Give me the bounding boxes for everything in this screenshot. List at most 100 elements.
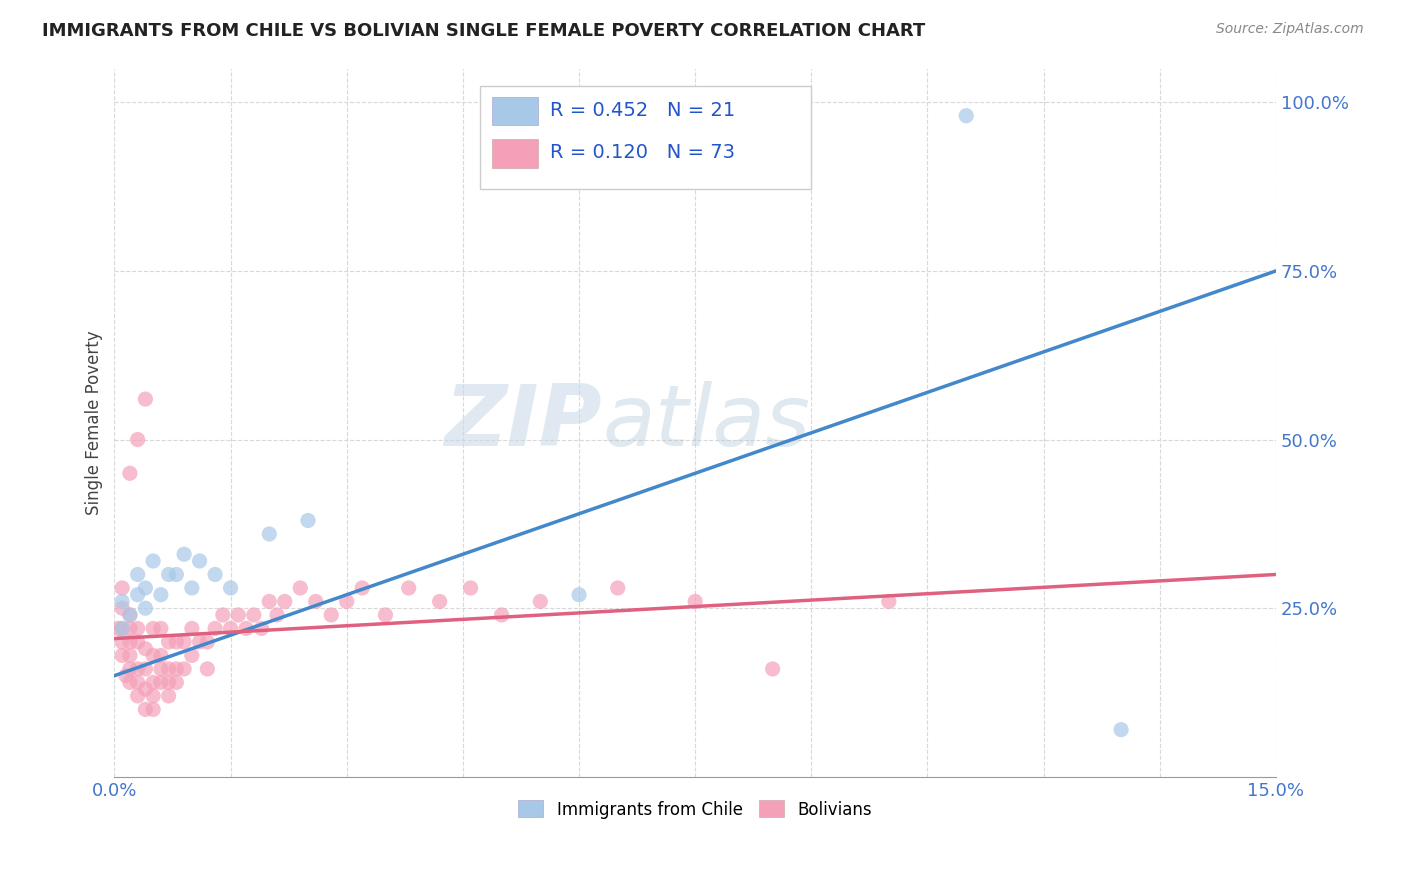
Point xyxy=(165,675,187,690)
Point xyxy=(118,607,141,622)
Point xyxy=(188,635,211,649)
Point xyxy=(297,514,319,528)
Point xyxy=(606,581,628,595)
Point xyxy=(149,622,172,636)
Point xyxy=(142,622,165,636)
Point xyxy=(429,594,451,608)
Point xyxy=(762,662,785,676)
Point xyxy=(180,648,202,663)
Point xyxy=(877,594,900,608)
Point xyxy=(118,635,141,649)
Point xyxy=(173,547,195,561)
Point xyxy=(118,467,141,481)
Point xyxy=(274,594,297,608)
Point xyxy=(204,567,226,582)
Text: IMMIGRANTS FROM CHILE VS BOLIVIAN SINGLE FEMALE POVERTY CORRELATION CHART: IMMIGRANTS FROM CHILE VS BOLIVIAN SINGLE… xyxy=(42,22,925,40)
Point xyxy=(134,641,156,656)
Point xyxy=(173,635,195,649)
Point xyxy=(188,554,211,568)
Text: R = 0.120   N = 73: R = 0.120 N = 73 xyxy=(550,144,735,162)
Point xyxy=(142,648,165,663)
Point xyxy=(111,601,134,615)
Point xyxy=(195,635,218,649)
Point xyxy=(491,607,513,622)
Point xyxy=(111,622,134,636)
Point xyxy=(149,662,172,676)
Point xyxy=(142,554,165,568)
Point xyxy=(111,648,134,663)
Point xyxy=(157,662,180,676)
Point xyxy=(157,635,180,649)
Point xyxy=(115,668,138,682)
Point xyxy=(118,607,141,622)
Point xyxy=(134,682,156,697)
Point xyxy=(529,594,551,608)
Point xyxy=(111,635,134,649)
Point xyxy=(127,689,149,703)
Point xyxy=(134,662,156,676)
Point xyxy=(683,594,706,608)
Point xyxy=(250,622,273,636)
Point xyxy=(180,622,202,636)
Point xyxy=(955,109,977,123)
Point xyxy=(127,588,149,602)
Point xyxy=(266,607,288,622)
Point xyxy=(243,607,266,622)
Point xyxy=(219,622,242,636)
Point xyxy=(157,567,180,582)
Point xyxy=(165,635,187,649)
FancyBboxPatch shape xyxy=(492,97,538,125)
Point xyxy=(111,581,134,595)
Point xyxy=(259,527,281,541)
Point xyxy=(127,622,149,636)
Point xyxy=(568,588,591,602)
Point xyxy=(165,567,187,582)
Point xyxy=(165,662,187,676)
Point xyxy=(1109,723,1132,737)
Point xyxy=(107,622,129,636)
Point xyxy=(127,635,149,649)
Point xyxy=(157,689,180,703)
Point xyxy=(173,662,195,676)
Point xyxy=(142,702,165,716)
Point xyxy=(235,622,257,636)
Point xyxy=(157,675,180,690)
Point xyxy=(134,392,156,406)
Point xyxy=(134,702,156,716)
Text: atlas: atlas xyxy=(602,381,810,464)
Point xyxy=(259,594,281,608)
Point xyxy=(118,648,141,663)
Point xyxy=(204,622,226,636)
Point xyxy=(321,607,343,622)
Point xyxy=(134,601,156,615)
Point xyxy=(118,675,141,690)
Point xyxy=(180,581,202,595)
Point xyxy=(149,588,172,602)
Point xyxy=(127,662,149,676)
Point xyxy=(149,648,172,663)
Point xyxy=(352,581,374,595)
Point xyxy=(336,594,359,608)
Point xyxy=(142,675,165,690)
Point xyxy=(374,607,396,622)
Point xyxy=(290,581,312,595)
Point xyxy=(398,581,420,595)
Text: Source: ZipAtlas.com: Source: ZipAtlas.com xyxy=(1216,22,1364,37)
Point xyxy=(195,662,218,676)
Y-axis label: Single Female Poverty: Single Female Poverty xyxy=(86,330,103,515)
Point xyxy=(142,689,165,703)
Text: ZIP: ZIP xyxy=(444,381,602,464)
FancyBboxPatch shape xyxy=(481,87,811,189)
Point xyxy=(211,607,233,622)
Point xyxy=(219,581,242,595)
Point xyxy=(118,662,141,676)
Point xyxy=(226,607,249,622)
Text: R = 0.452   N = 21: R = 0.452 N = 21 xyxy=(550,101,735,120)
Point xyxy=(127,567,149,582)
Point xyxy=(118,622,141,636)
Point xyxy=(111,594,134,608)
Point xyxy=(460,581,482,595)
Point xyxy=(127,675,149,690)
Point xyxy=(111,622,134,636)
Point xyxy=(127,433,149,447)
